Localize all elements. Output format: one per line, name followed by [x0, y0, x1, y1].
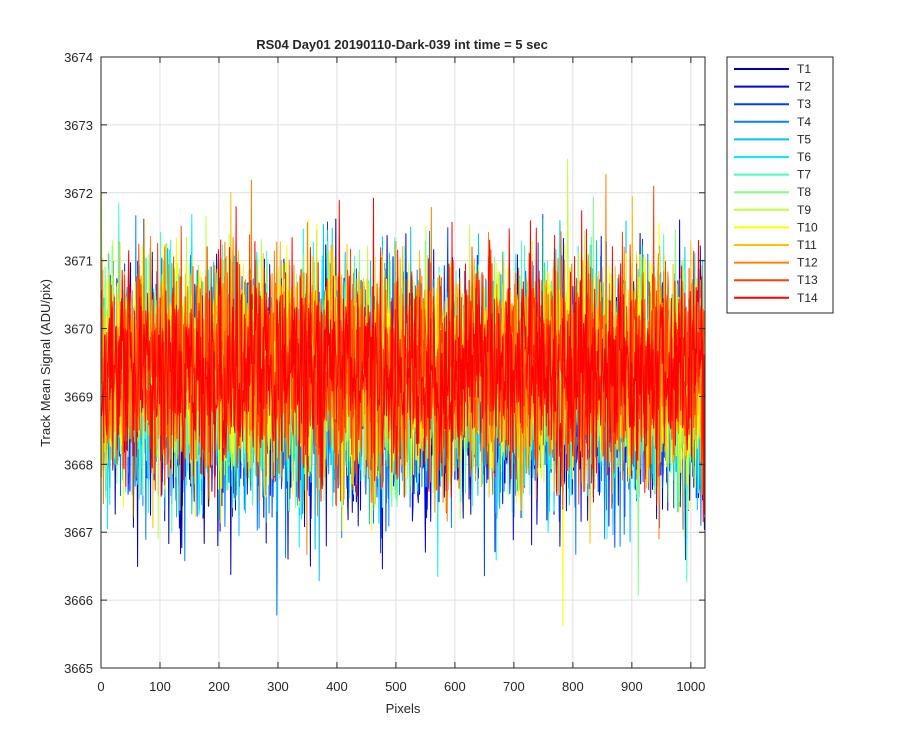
legend-label: T2	[797, 80, 811, 94]
x-tick-label: 800	[562, 679, 584, 694]
y-tick-label: 3674	[64, 50, 93, 65]
y-tick-label: 3673	[64, 118, 93, 133]
legend-items: T1 T2 T3 T4 T5 T6 T7 T8 T9 T10 T11 T12 T13 T14	[734, 62, 818, 305]
plot-frame	[100, 56, 706, 669]
series-line-t14	[101, 197, 706, 523]
legend-label: T4	[797, 115, 811, 129]
x-tick-label: 900	[621, 679, 643, 694]
y-tick-label: 3668	[64, 457, 93, 472]
legend-label: T9	[797, 203, 811, 217]
legend: T1 T2 T3 T4 T5 T6 T7 T8 T9 T10 T11 T12 T13 T14	[726, 56, 834, 314]
legend-label: T5	[797, 132, 811, 146]
legend-label: T14	[797, 291, 818, 305]
legend-label: T6	[797, 150, 811, 164]
y-tick-label: 3667	[64, 525, 93, 540]
legend-label: T11	[797, 238, 817, 252]
x-tick-label: 500	[385, 679, 407, 694]
tick-marks	[100, 56, 705, 669]
legend-box	[726, 56, 834, 314]
y-tick-label: 3665	[64, 661, 93, 676]
y-axis-tick-labels: 3665 3666 3667 3668 3669 3670 3671 3672 3673 3674	[64, 50, 93, 676]
x-tick-label: 100	[149, 679, 171, 694]
series-lines	[101, 158, 706, 627]
x-tick-label: 400	[326, 679, 348, 694]
y-tick-label: 3671	[64, 254, 93, 269]
legend-label: T13	[797, 273, 818, 287]
y-tick-label: 3670	[64, 322, 93, 337]
plot-area	[100, 56, 706, 669]
y-axis-label: Track Mean Signal (ADU/pix)	[38, 279, 53, 447]
legend-label: T12	[797, 256, 818, 270]
y-tick-label: 3666	[64, 593, 93, 608]
y-tick-label: 3672	[64, 186, 93, 201]
x-tick-label: 600	[444, 679, 466, 694]
x-axis-tick-labels: 0 100 200 300 400 500 600 700 800 900 1000	[97, 679, 705, 694]
x-tick-label: 200	[208, 679, 230, 694]
x-tick-label: 0	[97, 679, 104, 694]
x-tick-label: 700	[503, 679, 525, 694]
legend-label: T3	[797, 97, 811, 111]
x-tick-label: 1000	[676, 679, 705, 694]
legend-label: T10	[797, 220, 818, 234]
legend-label: T7	[797, 168, 811, 182]
legend-label: T8	[797, 185, 811, 199]
x-tick-label: 300	[267, 679, 289, 694]
legend-label: T1	[797, 62, 811, 76]
y-tick-label: 3669	[64, 389, 93, 404]
chart-title: RS04 Day01 20190110-Dark-039 int time = …	[256, 37, 548, 52]
x-axis-label: Pixels	[386, 701, 421, 716]
